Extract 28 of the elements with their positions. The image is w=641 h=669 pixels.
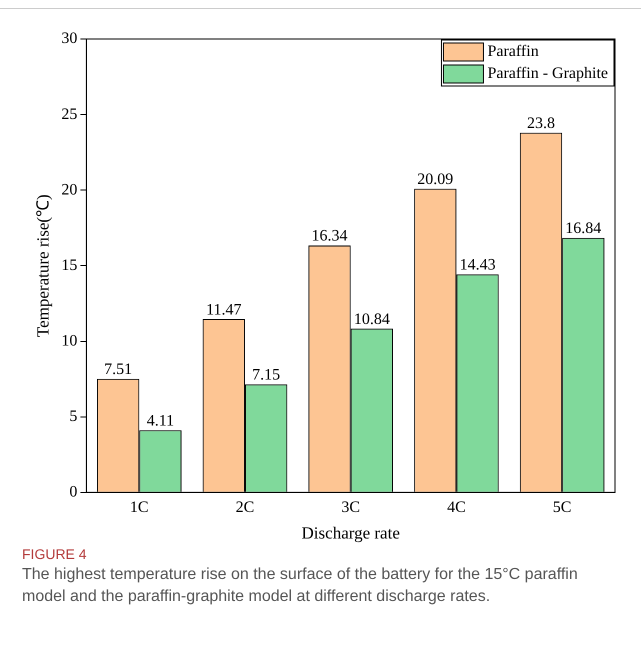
y-tick-label: 5 bbox=[69, 408, 78, 426]
y-tick-label: 15 bbox=[61, 256, 78, 274]
x-axis-title: Discharge rate bbox=[302, 523, 400, 542]
legend-label: Paraffin bbox=[487, 43, 539, 60]
x-tick-label: 4C bbox=[447, 499, 466, 516]
data-label: 11.47 bbox=[206, 301, 242, 318]
data-label: 20.09 bbox=[417, 170, 454, 188]
x-tick-label: 2C bbox=[236, 499, 254, 516]
y-tick-label: 30 bbox=[61, 30, 78, 48]
data-label: 16.34 bbox=[312, 228, 348, 245]
data-label: 10.84 bbox=[354, 310, 390, 328]
data-label: 7.15 bbox=[252, 366, 280, 384]
x-tick-label: 5C bbox=[552, 499, 572, 516]
y-tick-label: 0 bbox=[69, 484, 78, 501]
data-label: 16.84 bbox=[565, 220, 602, 238]
legend-label: Paraffin - Graphite bbox=[487, 65, 608, 82]
y-tick-label: 25 bbox=[61, 106, 78, 123]
data-label: 23.8 bbox=[526, 114, 555, 132]
text: The highest temperature rise on the surface of the battery for the 15°C paraffin model and the paraffin-graphite model at different discharge rates. bbox=[22, 565, 579, 607]
x-tick-label: 3C bbox=[341, 499, 360, 516]
data-label: 14.43 bbox=[460, 256, 496, 274]
y-tick-label: 10 bbox=[61, 332, 78, 350]
y-tick-label: 20 bbox=[61, 181, 78, 198]
caption: FIGURE 4 bbox=[22, 546, 88, 562]
data-label: 7.51 bbox=[104, 361, 132, 378]
y-axis-title: Temperature rise(℃) bbox=[34, 194, 53, 338]
x-tick-label: 1C bbox=[130, 499, 149, 516]
data-label: 4.11 bbox=[146, 412, 174, 430]
